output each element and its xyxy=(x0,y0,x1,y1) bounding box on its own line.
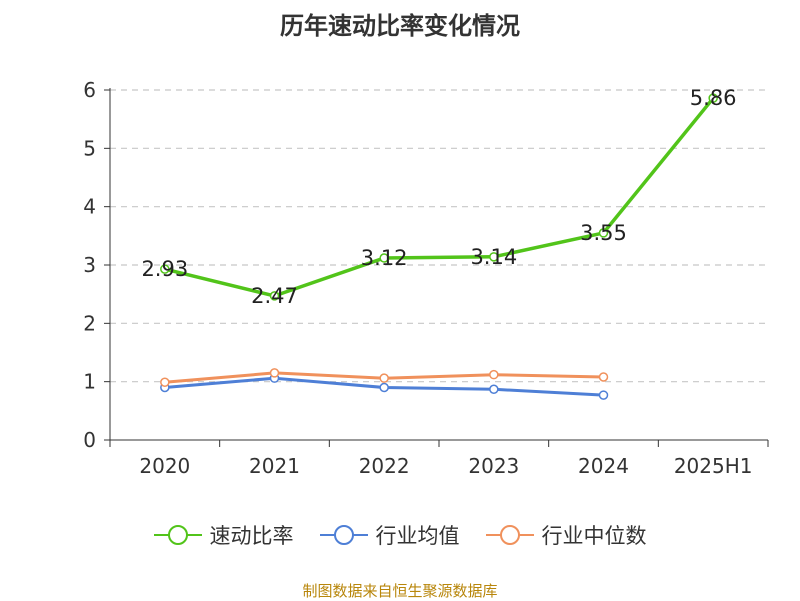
data-label: 3.14 xyxy=(470,245,517,269)
y-tick-label: 3 xyxy=(83,253,96,277)
data-point xyxy=(160,264,170,274)
legend-item-industry-median[interactable]: 行业中位数 xyxy=(485,520,647,550)
legend-swatch-industry-mean xyxy=(319,525,368,545)
data-point xyxy=(160,377,170,387)
legend-item-quick-ratio[interactable]: 速动比率 xyxy=(153,520,294,550)
y-tick-label: 6 xyxy=(83,78,96,102)
data-point xyxy=(489,252,499,262)
x-tick-label: 2022 xyxy=(359,454,410,478)
y-tick-label: 1 xyxy=(83,370,96,394)
legend-swatch-quick-ratio xyxy=(153,525,202,545)
grid-lines xyxy=(110,89,768,383)
x-tick-label: 2025H1 xyxy=(674,454,753,478)
data-point xyxy=(598,390,609,400)
legend-label-industry-mean: 行业均值 xyxy=(375,524,460,548)
x-tick-label: 2023 xyxy=(468,454,519,478)
series-lines xyxy=(160,93,718,400)
y-tick-label: 0 xyxy=(83,428,96,452)
chart-title: 历年速动比率变化情况 xyxy=(280,12,520,40)
source-note: 制图数据来自恒生聚源数据库 xyxy=(302,582,498,600)
data-label: 2.93 xyxy=(141,257,188,281)
data-point xyxy=(489,369,499,380)
data-labels: 2.93 2.47 3.12 3.14 3.55 5.86 xyxy=(141,86,736,308)
data-point xyxy=(379,373,389,383)
y-tick-label: 2 xyxy=(83,311,96,335)
y-tick-label: 4 xyxy=(83,195,96,219)
data-point xyxy=(598,228,609,238)
data-label: 5.86 xyxy=(690,86,737,110)
data-point xyxy=(269,291,280,301)
x-tick-label: 2024 xyxy=(578,454,629,478)
legend: 速动比率 行业均值 行业中位数 xyxy=(0,520,800,550)
axes: 0 1 2 3 4 5 6 2020 2021 2022 2023 2024 2025H1 xyxy=(83,78,769,478)
y-tick-label: 5 xyxy=(83,136,96,160)
data-point xyxy=(598,372,609,382)
x-tick-label: 2021 xyxy=(249,454,300,478)
data-point xyxy=(489,384,499,394)
data-point xyxy=(708,93,718,103)
data-point xyxy=(379,253,389,263)
data-label: 3.12 xyxy=(361,246,408,270)
x-tick-label: 2020 xyxy=(139,454,190,478)
series-line xyxy=(164,97,715,298)
legend-label-industry-median: 行业中位数 xyxy=(541,524,647,548)
data-point xyxy=(379,382,389,393)
legend-label-quick-ratio: 速动比率 xyxy=(209,524,294,548)
legend-swatch-industry-median xyxy=(485,525,534,545)
legend-item-industry-mean[interactable]: 行业均值 xyxy=(319,520,460,550)
data-label: 3.55 xyxy=(580,221,627,245)
data-label: 2.47 xyxy=(251,284,298,308)
data-point xyxy=(269,368,280,378)
